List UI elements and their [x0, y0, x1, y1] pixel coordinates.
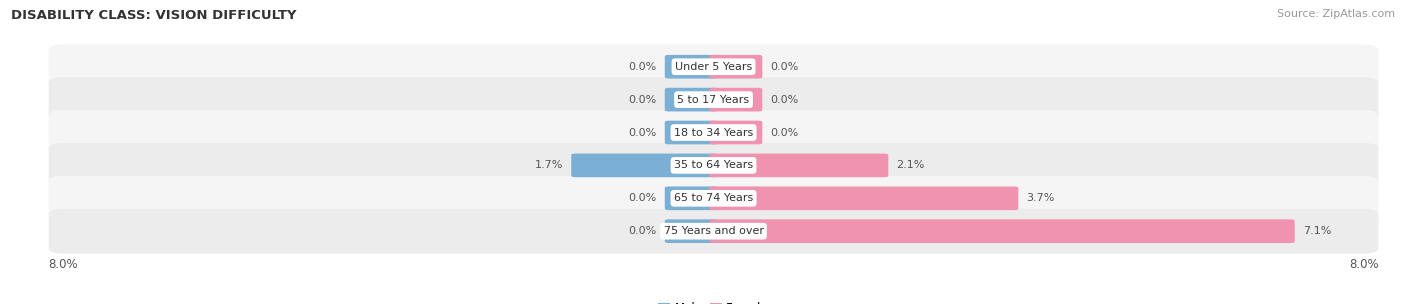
FancyBboxPatch shape	[49, 110, 1378, 155]
Text: DISABILITY CLASS: VISION DIFFICULTY: DISABILITY CLASS: VISION DIFFICULTY	[11, 9, 297, 22]
Text: 1.7%: 1.7%	[534, 161, 564, 171]
Text: 18 to 34 Years: 18 to 34 Years	[673, 127, 754, 137]
Text: 0.0%: 0.0%	[770, 62, 799, 72]
Text: 0.0%: 0.0%	[770, 127, 799, 137]
FancyBboxPatch shape	[710, 186, 1018, 210]
FancyBboxPatch shape	[49, 143, 1378, 188]
Text: 0.0%: 0.0%	[628, 95, 657, 105]
FancyBboxPatch shape	[665, 55, 717, 78]
Legend: Male, Female: Male, Female	[654, 297, 773, 304]
FancyBboxPatch shape	[665, 88, 717, 112]
FancyBboxPatch shape	[49, 77, 1378, 122]
FancyBboxPatch shape	[571, 154, 717, 177]
Text: 35 to 64 Years: 35 to 64 Years	[673, 161, 754, 171]
Text: 75 Years and over: 75 Years and over	[664, 226, 763, 236]
Text: 0.0%: 0.0%	[628, 193, 657, 203]
FancyBboxPatch shape	[710, 88, 762, 112]
Text: 3.7%: 3.7%	[1026, 193, 1054, 203]
Text: 0.0%: 0.0%	[628, 226, 657, 236]
Text: Under 5 Years: Under 5 Years	[675, 62, 752, 72]
Text: 0.0%: 0.0%	[628, 62, 657, 72]
Text: Source: ZipAtlas.com: Source: ZipAtlas.com	[1277, 9, 1395, 19]
Text: 2.1%: 2.1%	[897, 161, 925, 171]
FancyBboxPatch shape	[710, 121, 762, 144]
Text: 0.0%: 0.0%	[628, 127, 657, 137]
FancyBboxPatch shape	[49, 176, 1378, 221]
FancyBboxPatch shape	[49, 209, 1378, 254]
Text: 5 to 17 Years: 5 to 17 Years	[678, 95, 749, 105]
FancyBboxPatch shape	[49, 44, 1378, 89]
FancyBboxPatch shape	[665, 121, 717, 144]
Text: 7.1%: 7.1%	[1303, 226, 1331, 236]
FancyBboxPatch shape	[665, 186, 717, 210]
FancyBboxPatch shape	[665, 219, 717, 243]
FancyBboxPatch shape	[710, 55, 762, 78]
Text: 65 to 74 Years: 65 to 74 Years	[673, 193, 754, 203]
Text: 0.0%: 0.0%	[770, 95, 799, 105]
FancyBboxPatch shape	[710, 154, 889, 177]
FancyBboxPatch shape	[710, 219, 1295, 243]
